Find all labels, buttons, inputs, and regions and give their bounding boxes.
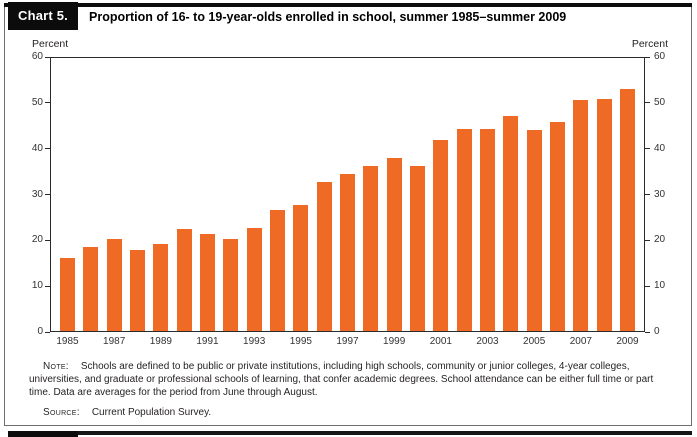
- y-tick-right-40: [645, 148, 650, 150]
- bar-1995: [293, 204, 309, 331]
- x-tick-label-1985: 1985: [56, 336, 79, 347]
- bar-1986: [83, 246, 99, 331]
- chart-number-label: Chart 5.: [17, 8, 68, 23]
- y-tick-label-right-10: 10: [654, 280, 666, 292]
- x-tick-label-1991: 1991: [196, 336, 219, 347]
- y-tick-right-0: [645, 331, 650, 333]
- bar-1996: [316, 182, 332, 331]
- x-tick-label-1989: 1989: [149, 336, 172, 347]
- bar-1990: [176, 229, 192, 331]
- bar-1999: [386, 157, 402, 331]
- x-tick-label-2003: 2003: [476, 336, 499, 347]
- bar-1997: [339, 174, 355, 331]
- next-chart-tab-partial: [8, 431, 78, 437]
- x-tick-label-1987: 1987: [103, 336, 126, 347]
- chart-number-tab: Chart 5.: [8, 2, 78, 30]
- bar-1993: [246, 227, 262, 331]
- bar-2005: [526, 129, 542, 331]
- bar-2001: [433, 139, 449, 331]
- y-tick-label-left-60: 60: [31, 51, 43, 62]
- bar-1991: [199, 233, 215, 331]
- x-tick-label-2007: 2007: [569, 336, 592, 347]
- bar-2000: [409, 166, 425, 331]
- header-rule: [4, 3, 692, 7]
- y-tick-label-left-10: 10: [31, 280, 43, 292]
- x-tick-label-2005: 2005: [523, 336, 546, 347]
- y-axis-caption-left: Percent: [32, 38, 69, 50]
- y-tick-label-left-0: 0: [37, 326, 43, 337]
- y-tick-right-60: [645, 56, 650, 58]
- bar-2006: [549, 122, 565, 331]
- source-text: Current Population Survey.: [91, 407, 212, 418]
- x-tick-label-1997: 1997: [336, 336, 359, 347]
- y-axis-caption-right: Percent: [631, 38, 668, 50]
- x-tick-label-2001: 2001: [429, 336, 452, 347]
- bar-1985: [60, 258, 75, 331]
- note-label: Note:: [43, 361, 69, 372]
- y-tick-left-60: [45, 56, 50, 58]
- y-tick-right-20: [645, 239, 650, 241]
- chart-card-border: [4, 4, 692, 426]
- y-tick-right-50: [645, 102, 650, 104]
- bar-chart-plot-area: [50, 57, 645, 332]
- y-tick-right-10: [645, 285, 650, 287]
- y-tick-left-10: [45, 285, 50, 287]
- y-tick-label-right-50: 50: [654, 96, 666, 108]
- y-tick-label-left-20: 20: [31, 234, 43, 246]
- y-tick-label-right-60: 60: [654, 51, 666, 62]
- bar-1998: [363, 166, 379, 331]
- y-tick-label-right-40: 40: [654, 142, 666, 154]
- bar-1987: [106, 238, 122, 331]
- source-label: Source:: [43, 407, 80, 418]
- source-paragraph: Source: Current Population Survey.: [29, 406, 669, 419]
- bar-1992: [223, 239, 239, 331]
- bar-1994: [269, 209, 285, 331]
- x-tick-label-1999: 1999: [383, 336, 406, 347]
- bar-2008: [596, 98, 612, 331]
- x-tick-label-1993: 1993: [243, 336, 266, 347]
- x-tick-label-2009: 2009: [616, 336, 639, 347]
- note-paragraph: Note: Schools are defined to be public or…: [29, 360, 669, 399]
- y-tick-left-20: [45, 239, 50, 241]
- bar-2007: [573, 100, 589, 331]
- bar-2003: [479, 129, 495, 331]
- y-tick-left-40: [45, 148, 50, 150]
- bar-2004: [503, 115, 519, 331]
- bar-2002: [456, 129, 472, 331]
- y-tick-label-left-50: 50: [31, 96, 43, 108]
- y-tick-left-30: [45, 194, 50, 195]
- y-tick-left-50: [45, 102, 50, 104]
- y-tick-label-left-30: 30: [31, 188, 43, 200]
- y-tick-label-right-0: 0: [654, 326, 660, 337]
- next-chart-rule-partial: [78, 431, 692, 435]
- y-tick-right-30: [645, 194, 650, 195]
- x-tick-label-1995: 1995: [289, 336, 312, 347]
- bar-1989: [153, 243, 169, 331]
- y-tick-label-right-30: 30: [654, 188, 666, 200]
- y-tick-label-right-20: 20: [654, 234, 666, 246]
- bar-1988: [129, 249, 145, 331]
- note-text: Schools are defined to be public or priv…: [29, 361, 654, 398]
- y-tick-label-left-40: 40: [31, 142, 43, 154]
- chart-title: Proportion of 16- to 19-year-olds enroll…: [89, 10, 567, 24]
- y-tick-left-0: [45, 331, 50, 333]
- notes-block: Note: Schools are defined to be public or…: [29, 360, 669, 419]
- bar-2009: [619, 89, 635, 331]
